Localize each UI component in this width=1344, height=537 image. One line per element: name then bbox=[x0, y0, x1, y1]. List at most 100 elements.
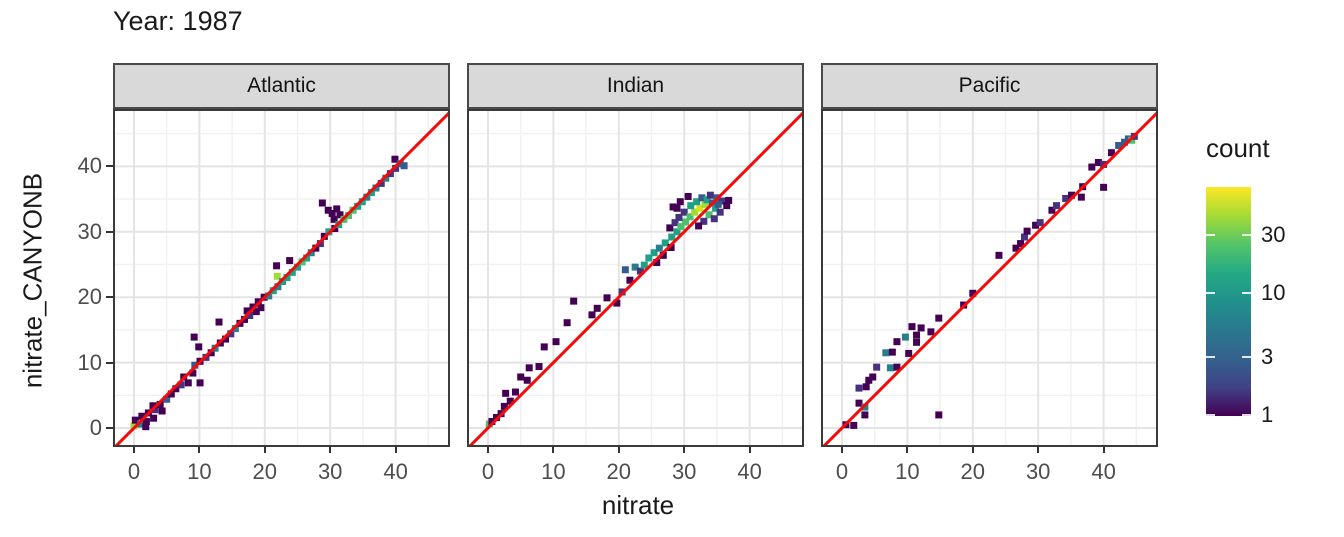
bin2d-tile bbox=[682, 218, 690, 226]
bin2d-tile bbox=[927, 328, 935, 336]
bin2d-tile bbox=[668, 233, 676, 241]
bin2d-tile bbox=[621, 266, 629, 274]
bin2d-tile bbox=[563, 319, 571, 327]
bin2d-tile bbox=[677, 223, 685, 231]
bin2d-tile bbox=[935, 411, 943, 419]
bin2d-tile bbox=[655, 244, 663, 252]
bin2d-tile bbox=[995, 251, 1003, 259]
bin2d-tile bbox=[640, 261, 648, 269]
x-axis-tick-label: 10 bbox=[895, 459, 920, 484]
bin2d-tile bbox=[687, 202, 695, 210]
bin2d-tile bbox=[723, 202, 731, 210]
bin2d-tile bbox=[650, 249, 658, 257]
x-axis-tick-label: 40 bbox=[737, 459, 762, 484]
bin2d-tile bbox=[588, 311, 596, 319]
y-axis-tick bbox=[106, 361, 113, 364]
bin2d-tile bbox=[138, 412, 146, 420]
x-axis-tick-label: 10 bbox=[187, 459, 212, 484]
bin2d-tile bbox=[265, 292, 273, 300]
facet-strip-label: Indian bbox=[606, 74, 665, 97]
x-axis-tick bbox=[841, 447, 843, 453]
bin2d-tile bbox=[686, 213, 694, 221]
colorbar-tick bbox=[1206, 234, 1215, 237]
x-axis-tick bbox=[906, 447, 909, 453]
bin2d-tile bbox=[714, 200, 722, 208]
colorbar-label: 1 bbox=[1261, 402, 1274, 427]
bin2d-tile bbox=[1094, 158, 1102, 166]
bin2d-tile bbox=[873, 363, 881, 371]
bin2d-tile bbox=[570, 297, 578, 305]
bin2d-tile bbox=[855, 399, 863, 407]
bin2d-tile bbox=[917, 324, 925, 332]
bin2d-tile bbox=[725, 196, 733, 204]
bin2d-tile bbox=[511, 388, 519, 396]
bin2d-tile bbox=[703, 196, 711, 204]
facet-strip-pacific: Pacific bbox=[821, 63, 1158, 109]
x-axis-tick-label: 20 bbox=[252, 459, 278, 484]
bin2d-tile bbox=[1077, 193, 1085, 201]
bin2d-tile bbox=[1048, 206, 1056, 214]
bin2d-tile bbox=[142, 417, 150, 425]
identity-line bbox=[115, 111, 448, 445]
x-axis-tick bbox=[683, 447, 686, 453]
bin2d-tile bbox=[888, 348, 896, 356]
bin2d-tile bbox=[718, 197, 726, 205]
bin2d-tile bbox=[671, 219, 679, 227]
bin2d-tile bbox=[850, 421, 858, 429]
bin2d-tile bbox=[336, 211, 344, 219]
bin2d-tile bbox=[1100, 183, 1108, 191]
bin2d-tile bbox=[1107, 149, 1115, 157]
y-axis-tick-label: 20 bbox=[77, 284, 102, 310]
bin2d-tile bbox=[631, 263, 639, 271]
panel-canvas bbox=[823, 111, 1156, 445]
x-axis-tick bbox=[1037, 447, 1040, 453]
x-axis-tick-label: 20 bbox=[960, 459, 986, 484]
bin2d-tile bbox=[177, 381, 185, 389]
x-axis-tick-label: 40 bbox=[1091, 459, 1116, 484]
x-axis-tick bbox=[971, 447, 974, 453]
colorbar-label: 3 bbox=[1261, 343, 1274, 369]
bin2d-tile bbox=[935, 314, 943, 322]
bin2d-tile bbox=[913, 338, 921, 346]
bin2d-tile bbox=[691, 208, 699, 216]
colorbar-tick bbox=[1206, 355, 1215, 358]
x-axis-tick-label: 20 bbox=[606, 459, 632, 484]
y-axis-tick bbox=[106, 296, 113, 299]
bin2d-tile bbox=[1062, 194, 1070, 202]
bin2d-tile bbox=[502, 389, 510, 397]
bin2d-tile bbox=[151, 406, 159, 414]
panel-canvas bbox=[115, 111, 448, 445]
bin2d-tile bbox=[552, 338, 560, 346]
bin2d-tile bbox=[669, 203, 677, 211]
x-axis-tick bbox=[1102, 447, 1105, 453]
bin2d-tile bbox=[1020, 233, 1028, 241]
bin2d-tile bbox=[195, 343, 203, 351]
bin2d-tile bbox=[222, 335, 230, 343]
bin2d-tile bbox=[712, 204, 720, 212]
bin2d-tile bbox=[328, 209, 336, 217]
y-axis-tick bbox=[106, 427, 113, 429]
bin2d-tile bbox=[1053, 202, 1061, 210]
bin2d-tile bbox=[540, 343, 548, 351]
x-axis-tick-label: 30 bbox=[671, 459, 697, 484]
bin2d-tile bbox=[286, 257, 294, 265]
bin2d-tile bbox=[673, 228, 681, 236]
bin2d-tile bbox=[893, 338, 901, 346]
bin2d-tile bbox=[283, 274, 291, 282]
bin2d-tile bbox=[488, 417, 496, 425]
x-axis-tick bbox=[263, 447, 266, 453]
y-axis-tick-label: 0 bbox=[89, 415, 102, 440]
bin2d-tile bbox=[184, 379, 192, 387]
bin2d-tile bbox=[1023, 227, 1031, 235]
bin2d-tile bbox=[243, 307, 251, 315]
bin2d-tile bbox=[865, 376, 873, 384]
facet-panel-indian bbox=[467, 109, 804, 447]
x-axis-tick-label: 10 bbox=[541, 459, 566, 484]
facet-panel-atlantic bbox=[113, 109, 450, 447]
bin2d-tile bbox=[706, 191, 714, 199]
bin2d-tile bbox=[1012, 244, 1020, 252]
bin2d-tile bbox=[150, 414, 158, 422]
bin2d-tile bbox=[675, 213, 683, 221]
bin2d-tile bbox=[500, 402, 508, 410]
x-axis-tick-label: 30 bbox=[1025, 459, 1051, 484]
